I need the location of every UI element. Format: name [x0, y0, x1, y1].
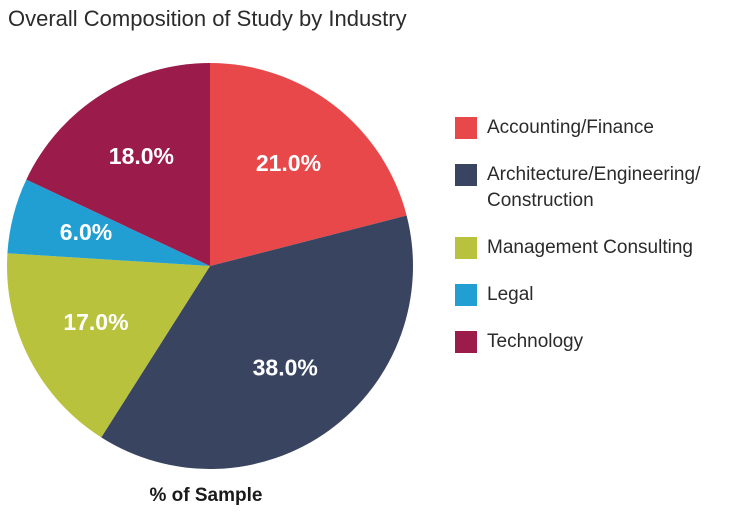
legend-label: Technology — [487, 331, 584, 352]
pie-slice-label: 21.0% — [256, 150, 321, 176]
legend-swatch — [455, 284, 477, 306]
chart-title: Overall Composition of Study by Industry — [8, 6, 407, 31]
legend-item-accounting-finance: Accounting/Finance — [455, 115, 745, 141]
legend-item-architecture-engineering-construction: Architecture/Engineering/ Construction — [455, 162, 745, 214]
pie-slice-technology — [26, 63, 210, 266]
legend-item-management-consulting: Management Consulting — [455, 235, 745, 261]
legend-item-technology: Technology — [455, 329, 745, 355]
legend: Accounting/Finance Architecture/Engineer… — [455, 115, 745, 376]
pie-slice-label: 18.0% — [109, 143, 174, 169]
pie-slice-architecture-engineering-construction — [101, 215, 413, 469]
pie-slice-label: 17.0% — [63, 309, 128, 335]
x-axis-label: % of Sample — [149, 485, 263, 506]
pie-slice-management-consulting — [7, 253, 211, 438]
legend-label: Management Consulting — [487, 237, 693, 258]
legend-item-legal: Legal — [455, 282, 745, 308]
legend-label: Accounting/Finance — [487, 117, 654, 138]
legend-swatch — [455, 331, 477, 353]
pie-slice-label: 38.0% — [253, 355, 318, 381]
pie-slices — [7, 63, 413, 469]
legend-label: Legal — [487, 284, 534, 305]
pie-slice-legal — [7, 179, 211, 266]
pie-slice-labels: 21.0% 38.0% 17.0% 6.0% 18.0% — [60, 143, 321, 381]
legend-swatch — [455, 164, 477, 186]
legend-label: Architecture/Engineering/ Construction — [487, 164, 701, 211]
legend-swatch — [455, 237, 477, 259]
pie-slice-label: 6.0% — [60, 219, 112, 245]
pie-slice-accounting-finance — [210, 63, 407, 266]
legend-swatch — [455, 117, 477, 139]
